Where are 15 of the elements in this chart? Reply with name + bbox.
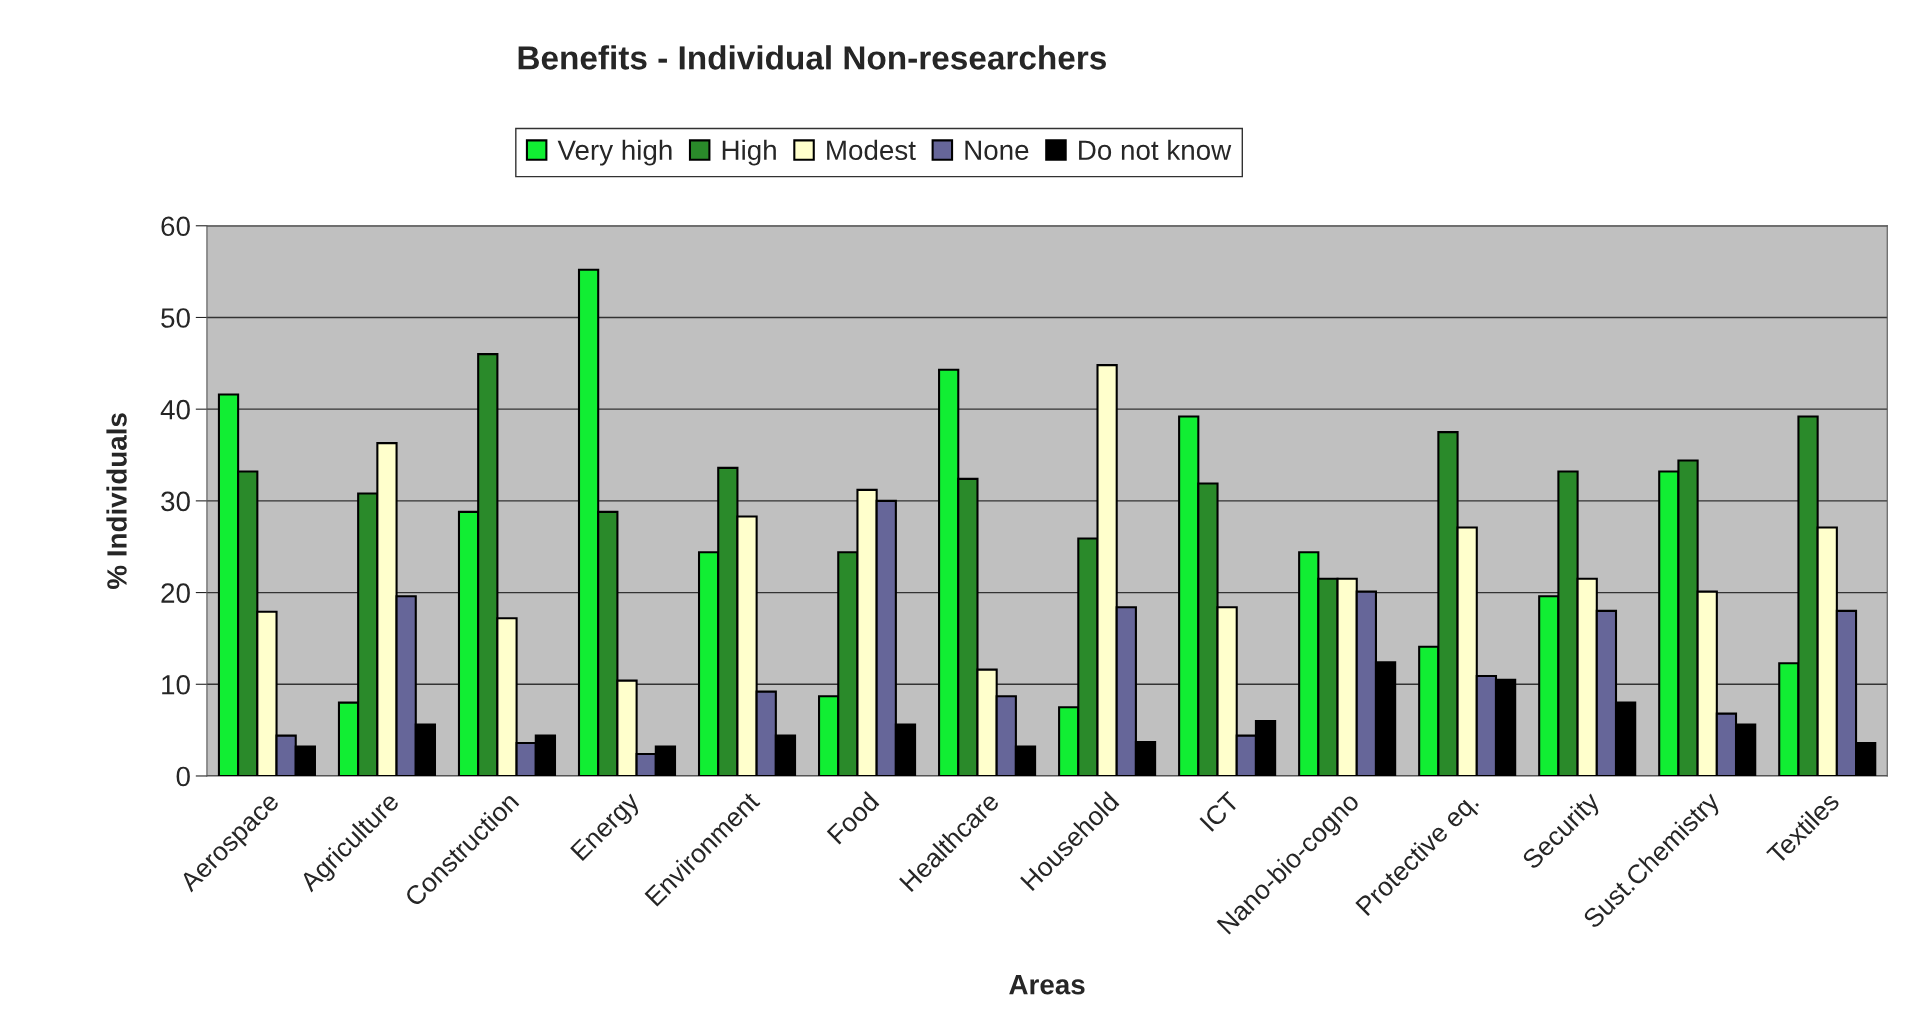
legend-label: Very high [557, 139, 672, 166]
y-tick-label: 50 [161, 308, 190, 328]
y-tick-label: 0 [176, 766, 190, 787]
x-axis-title: Areas [1009, 975, 1085, 995]
legend-label: None [965, 140, 1029, 161]
y-tick-label: 40 [160, 399, 190, 420]
y-tick-label: 20 [161, 583, 190, 603]
y-axis-title: % Individuals [106, 413, 127, 589]
chart-title: Benefits - Individual Non-researchers [518, 45, 1106, 70]
legend-label: Do not know [1079, 139, 1232, 161]
y-tick-label: 30 [161, 491, 190, 512]
y-tick-label: 10 [162, 674, 190, 695]
y-tick-label: 60 [161, 216, 190, 237]
legend-label: High [722, 139, 776, 166]
legend-label: Modest [827, 139, 916, 161]
